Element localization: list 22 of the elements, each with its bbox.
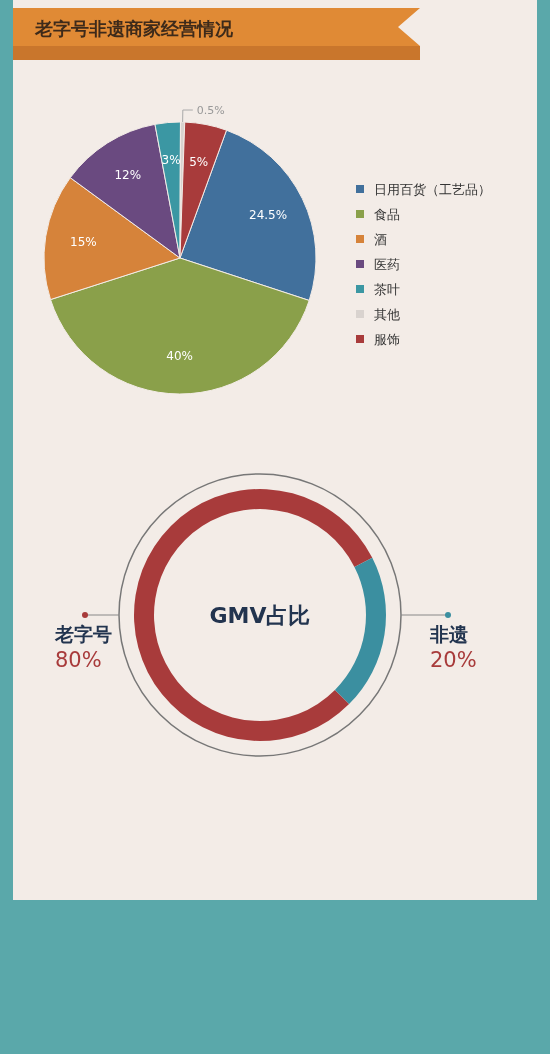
data-label: 20% xyxy=(430,648,477,672)
legend-label: 老字号 xyxy=(54,623,112,645)
chart-title: 老字号非遗商家经营情况 xyxy=(34,18,234,39)
data-label: 5% xyxy=(189,154,209,169)
legend-label: 食品 xyxy=(374,207,400,222)
text: GMV占比 xyxy=(209,603,311,628)
data-label: 0.5% xyxy=(196,104,225,118)
data-label: 12% xyxy=(114,168,142,183)
legend-label: 酒 xyxy=(374,232,387,247)
data-label: 24.5% xyxy=(249,208,288,223)
data-label: 3% xyxy=(161,153,181,168)
donut-slice xyxy=(134,489,373,741)
legend-label: 茶叶 xyxy=(374,282,400,297)
donut-slice xyxy=(334,557,386,705)
legend-label: 医药 xyxy=(374,257,400,272)
data-label: 80% xyxy=(55,648,102,672)
legend-label: 其他 xyxy=(374,307,400,322)
data-label: 15% xyxy=(70,235,97,250)
legend-label: 非遗 xyxy=(429,623,468,645)
data-label: 40% xyxy=(166,348,193,363)
legend-label: 日用百货（工艺品） xyxy=(374,182,491,197)
legend-label: 服饰 xyxy=(374,332,400,347)
